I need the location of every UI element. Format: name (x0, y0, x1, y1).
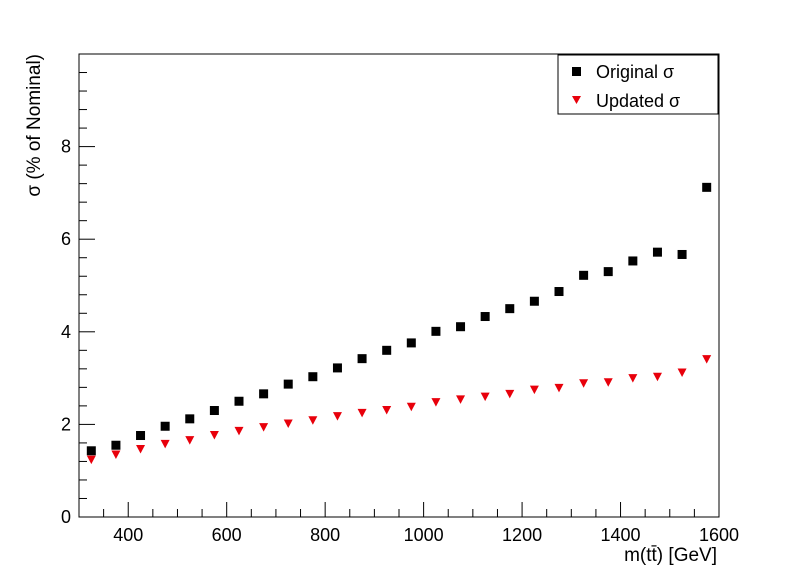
original-point (603, 267, 613, 277)
updated-point (160, 439, 170, 449)
updated-point (406, 402, 416, 412)
original-point (529, 296, 539, 306)
updated-point (382, 406, 392, 415)
y-tick-label: 2 (61, 414, 71, 434)
y-tick-label: 8 (61, 137, 71, 157)
original-point (332, 363, 342, 373)
legend: Original σ Updated σ (557, 54, 719, 115)
legend-marker-original (572, 67, 581, 76)
x-tick-label: 600 (212, 525, 242, 545)
original-point (431, 326, 441, 336)
x-tick-label: 1000 (404, 525, 444, 545)
plot-frame (78, 53, 720, 518)
original-point (86, 446, 96, 456)
updated-point (480, 392, 490, 402)
updated-point (259, 423, 269, 432)
original-point (406, 338, 416, 348)
original-point (480, 312, 490, 322)
x-tick-label: 800 (310, 525, 340, 545)
y-tick-label: 6 (61, 229, 71, 249)
x-tick-label: 1600 (699, 525, 739, 545)
updated-point (652, 372, 662, 382)
original-point (357, 354, 367, 364)
original-point (554, 287, 564, 297)
updated-point (702, 355, 712, 364)
updated-point (234, 426, 244, 436)
original-point (185, 414, 195, 424)
updated-point (456, 395, 466, 404)
updated-point (628, 374, 638, 383)
updated-point (209, 431, 219, 440)
updated-point (111, 450, 121, 459)
updated-point (579, 379, 589, 388)
original-point (652, 247, 662, 257)
original-point (579, 270, 589, 280)
updated-point (603, 378, 613, 387)
updated-point (136, 444, 146, 454)
legend-box (557, 54, 719, 115)
original-point (628, 256, 638, 266)
legend-label-original: Original σ (596, 62, 674, 82)
original-point (677, 249, 687, 259)
x-tick-label: 1200 (502, 525, 542, 545)
y-tick-label: 0 (61, 507, 71, 527)
original-point (505, 304, 515, 314)
updated-point (677, 368, 687, 378)
updated-point (185, 436, 195, 445)
original-point (259, 389, 269, 399)
updated-point (308, 416, 318, 425)
original-point (382, 345, 392, 355)
original-point (702, 182, 712, 192)
y-tick-label: 4 (61, 322, 71, 342)
original-point (160, 421, 170, 431)
updated-point (357, 408, 367, 418)
x-tick-label: 400 (113, 525, 143, 545)
x-axis: 400 600 800 1000 1200 1400 1600 (78, 502, 739, 545)
original-point (456, 322, 466, 332)
updated-point (505, 389, 515, 399)
original-point (234, 396, 244, 406)
original-point (283, 379, 293, 389)
legend-marker-updated (572, 96, 581, 104)
updated-point (431, 398, 441, 407)
updated-point (283, 419, 293, 428)
legend-label-updated: Updated σ (596, 91, 680, 111)
y-axis-title: σ (% of Nominal) (24, 54, 45, 197)
updated-point (332, 412, 342, 421)
updated-point (86, 455, 96, 465)
x-axis-title: m(tt̄) [GeV] (624, 545, 717, 566)
data-marks (86, 182, 712, 465)
original-point (308, 372, 318, 382)
updated-point (529, 385, 539, 395)
original-point (111, 440, 121, 450)
x-tick-label: 1400 (601, 525, 641, 545)
original-point (136, 431, 146, 441)
y-axis: 0 2 4 6 8 (61, 72, 95, 527)
updated-point (554, 383, 564, 393)
original-point (209, 406, 219, 416)
